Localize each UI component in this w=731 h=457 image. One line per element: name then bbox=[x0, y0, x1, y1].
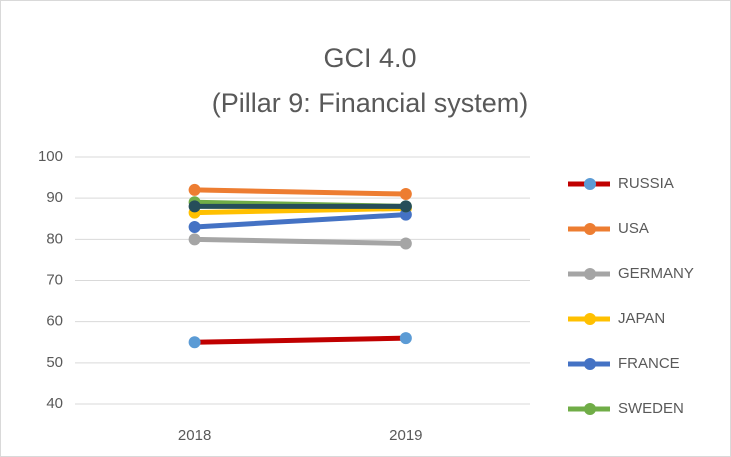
series-line bbox=[192, 187, 409, 197]
data-point bbox=[188, 183, 201, 196]
legend-label: USA bbox=[618, 220, 649, 237]
legend-label: RUSSIA bbox=[618, 175, 674, 192]
legend-label: FRANCE bbox=[618, 355, 680, 372]
data-point bbox=[188, 233, 201, 246]
series-line bbox=[192, 212, 409, 230]
legend-label: JAPAN bbox=[618, 310, 665, 327]
data-point bbox=[399, 237, 412, 250]
y-tick-label: 60 bbox=[46, 313, 63, 330]
y-tick-label: 100 bbox=[38, 148, 63, 165]
y-tick-label: 80 bbox=[46, 230, 63, 247]
series-line bbox=[192, 205, 409, 216]
legend-marker bbox=[584, 403, 596, 415]
x-tick-label: 2019 bbox=[389, 427, 422, 444]
y-tick-label: 50 bbox=[46, 354, 63, 371]
legend-marker bbox=[584, 313, 596, 325]
y-tick-label: 70 bbox=[46, 271, 63, 288]
data-point bbox=[188, 336, 201, 349]
chart-title: GCI 4.0 bbox=[323, 43, 416, 73]
legend-marker bbox=[584, 178, 596, 190]
chart-subtitle: (Pillar 9: Financial system) bbox=[212, 88, 529, 118]
legend-marker bbox=[584, 358, 596, 370]
data-point bbox=[399, 332, 412, 345]
data-point bbox=[188, 220, 201, 233]
y-tick-label: 90 bbox=[46, 189, 63, 206]
legend-label: GERMANY bbox=[618, 265, 694, 282]
legend-marker bbox=[584, 223, 596, 235]
data-point bbox=[399, 188, 412, 201]
legend-label: SWEDEN bbox=[618, 400, 684, 417]
y-tick-label: 40 bbox=[46, 395, 63, 412]
legend-marker bbox=[584, 268, 596, 280]
x-tick-label: 2018 bbox=[178, 427, 211, 444]
data-point bbox=[399, 200, 412, 213]
data-point bbox=[399, 208, 412, 221]
series-line bbox=[192, 236, 409, 246]
series-line bbox=[192, 335, 409, 345]
data-point bbox=[188, 200, 201, 213]
